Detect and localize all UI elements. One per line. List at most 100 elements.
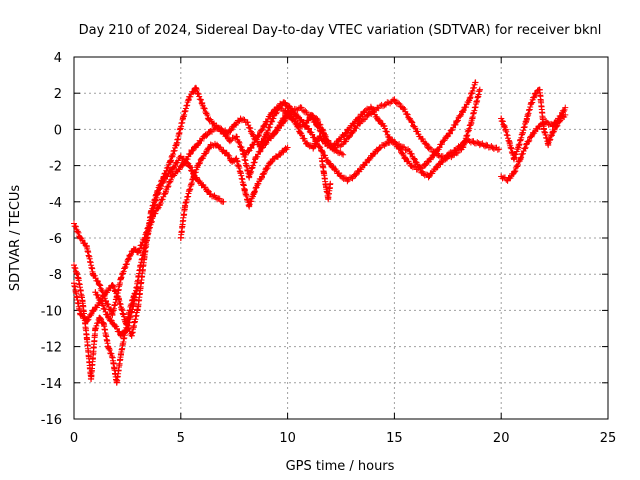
- data-point: [207, 142, 214, 149]
- x-tick-label: 20: [493, 431, 510, 446]
- data-point: [194, 177, 201, 184]
- data-point: [276, 151, 283, 158]
- data-point: [391, 97, 398, 104]
- data-point: [261, 122, 268, 129]
- data-point: [549, 130, 556, 137]
- data-point: [117, 274, 124, 281]
- data-point: [427, 155, 434, 162]
- data-point: [382, 140, 389, 147]
- data-point: [280, 148, 287, 155]
- data-point: [406, 148, 413, 155]
- data-point: [425, 173, 432, 180]
- series-trace-7: [263, 86, 483, 163]
- data-point: [237, 115, 244, 122]
- data-point: [83, 244, 90, 251]
- series-trace-5: [177, 140, 291, 241]
- data-point: [431, 166, 438, 173]
- data-point: [267, 111, 274, 118]
- data-point: [117, 332, 124, 339]
- data-point: [233, 155, 240, 162]
- data-point: [169, 166, 176, 173]
- data-point: [442, 155, 449, 162]
- data-point: [472, 79, 479, 86]
- data-point: [83, 334, 90, 341]
- data-point: [252, 155, 259, 162]
- data-point: [382, 101, 389, 108]
- data-point: [173, 140, 180, 147]
- data-point: [314, 122, 321, 129]
- data-point: [545, 140, 552, 147]
- data-point: [192, 84, 199, 91]
- data-point: [231, 122, 238, 129]
- data-point: [263, 137, 270, 144]
- data-point: [414, 166, 421, 173]
- data-point: [167, 158, 174, 165]
- data-point: [284, 144, 291, 151]
- data-point: [190, 173, 197, 180]
- data-point: [365, 111, 372, 118]
- data-point: [267, 158, 274, 165]
- data-point: [71, 220, 77, 227]
- y-axis-label: SDTVAR / TECUs: [8, 185, 23, 292]
- data-point: [340, 140, 347, 147]
- data-point: [340, 151, 347, 158]
- data-point: [96, 282, 103, 289]
- data-point: [536, 122, 543, 129]
- data-point: [312, 137, 319, 144]
- data-point: [402, 155, 409, 162]
- data-point: [122, 318, 129, 325]
- data-point: [320, 169, 327, 176]
- data-point: [273, 104, 280, 111]
- data-point: [241, 151, 248, 158]
- y-tick-label: -10: [41, 304, 62, 319]
- data-point: [128, 332, 135, 339]
- data-point: [305, 111, 312, 118]
- data-point: [348, 130, 355, 137]
- data-point: [88, 376, 95, 383]
- data-point: [357, 119, 364, 126]
- data-point: [331, 144, 338, 151]
- data-point: [489, 144, 496, 151]
- data-point: [297, 104, 304, 111]
- data-point: [399, 104, 406, 111]
- data-point: [96, 314, 103, 321]
- data-point: [83, 318, 90, 325]
- data-point: [338, 173, 344, 180]
- data-point: [357, 166, 364, 173]
- data-point: [412, 158, 419, 165]
- data-point: [421, 162, 428, 169]
- data-point: [135, 303, 142, 310]
- data-point: [214, 124, 221, 131]
- x-tick-label: 25: [600, 431, 617, 446]
- data-point: [286, 104, 293, 111]
- data-point: [440, 137, 447, 144]
- data-point: [280, 99, 287, 106]
- y-tick-label: -12: [41, 341, 62, 356]
- x-tick-label: 5: [177, 431, 185, 446]
- data-point: [207, 191, 214, 198]
- data-point: [530, 130, 537, 137]
- data-point: [408, 162, 415, 169]
- data-point: [105, 314, 112, 321]
- data-point: [417, 133, 424, 140]
- data-point: [109, 354, 116, 361]
- x-axis-label: GPS time / hours: [286, 459, 395, 474]
- data-point: [280, 119, 287, 126]
- data-point: [515, 144, 522, 151]
- data-point: [75, 274, 82, 281]
- data-point: [71, 280, 77, 287]
- data-point: [363, 158, 370, 165]
- data-point: [216, 144, 223, 151]
- data-point: [154, 187, 161, 194]
- data-point: [374, 115, 381, 122]
- data-point: [248, 144, 255, 151]
- grid-lines: [74, 57, 608, 419]
- data-point: [361, 108, 368, 115]
- data-point: [205, 115, 212, 122]
- data-point: [254, 180, 261, 187]
- data-point: [130, 245, 137, 252]
- data-point: [98, 300, 105, 307]
- y-tick-label: -2: [49, 160, 62, 175]
